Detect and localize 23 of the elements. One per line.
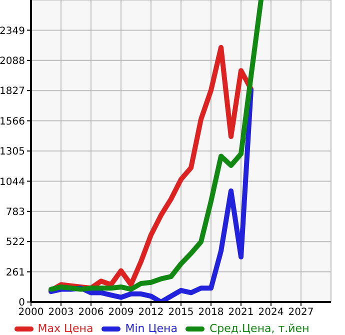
legend-label: Max Цена xyxy=(36,322,94,335)
x-tick-label: 2027 xyxy=(288,307,314,318)
y-tick-label: 2349 xyxy=(0,26,25,37)
y-tick-label: 2088 xyxy=(0,56,25,67)
x-tick-label: 2024 xyxy=(258,307,284,318)
legend-label: Min Цена xyxy=(124,322,178,335)
y-tick-label: 1305 xyxy=(0,146,25,158)
x-tick-label: 2021 xyxy=(228,307,254,318)
y-tick-label: 1566 xyxy=(0,116,25,128)
x-tick-label: 2018 xyxy=(198,307,224,318)
y-tick-label: 1827 xyxy=(0,86,25,98)
x-tick-label: 2000 xyxy=(18,307,44,318)
x-tick-label: 2006 xyxy=(78,307,104,318)
x-tick-label: 2012 xyxy=(138,307,164,318)
y-tick-label: 783 xyxy=(6,206,25,218)
x-tick-label: 2003 xyxy=(48,307,74,318)
x-tick-label: 2009 xyxy=(108,307,134,318)
x-tick-label: 2015 xyxy=(168,307,194,318)
y-tick-label: 0 xyxy=(18,298,25,309)
y-tick-label: 1044 xyxy=(0,176,25,188)
legend-label: Сред.Цена, т.йен xyxy=(208,322,310,335)
y-tick-label: 522 xyxy=(6,237,25,248)
y-tick-label: 261 xyxy=(6,267,25,278)
